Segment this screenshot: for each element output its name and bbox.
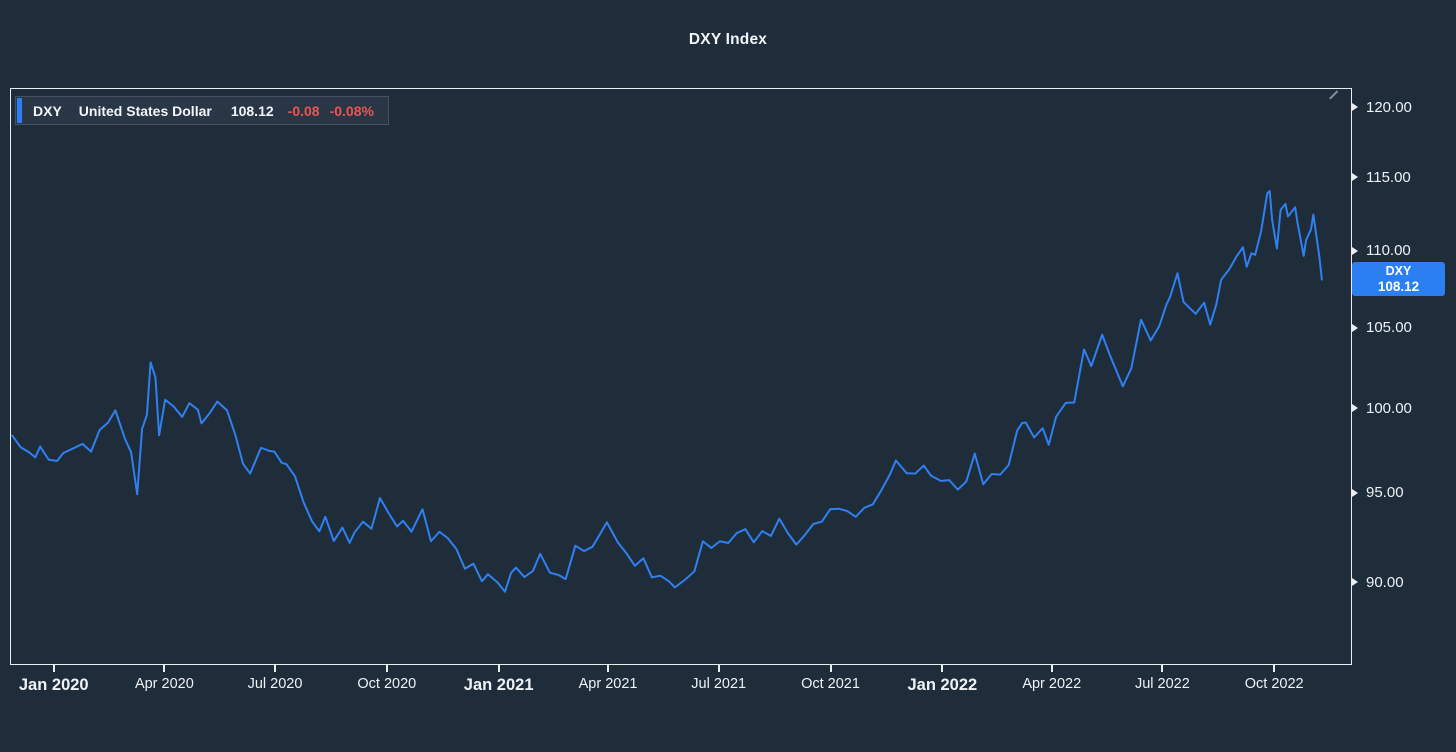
x-tick-mark (163, 665, 166, 672)
price-line-chart (11, 190, 1323, 593)
y-axis-label-text: 95.00 (1366, 484, 1404, 502)
y-axis-label: 90.00 (1352, 572, 1404, 592)
y-axis-label-text: 115.00 (1366, 168, 1411, 186)
y-axis-label: 95.00 (1352, 483, 1404, 503)
x-axis-label: Apr 2021 (578, 676, 638, 692)
x-axis-label: Jul 2020 (247, 676, 303, 692)
y-axis-label-text: 120.00 (1366, 98, 1412, 116)
x-tick-mark (607, 665, 610, 672)
x-axis-label: Jul 2021 (691, 676, 747, 692)
y-tick-arrow-icon (1352, 323, 1358, 332)
y-axis-label-text: 105.00 (1366, 319, 1412, 337)
x-axis-label: Jan 2021 (463, 676, 534, 694)
x-axis-label: Apr 2022 (1022, 676, 1082, 692)
y-axis-label: 105.00 (1352, 318, 1412, 338)
x-axis-label: Jan 2020 (18, 676, 89, 694)
y-axis-label: 120.00 (1352, 97, 1412, 117)
y-tick-arrow-icon (1352, 578, 1358, 587)
dxy-series-line (11, 190, 1323, 593)
y-axis-label-text: 110.00 (1366, 242, 1411, 260)
legend[interactable]: DXY United States Dollar 108.12 -0.08 -0… (15, 96, 389, 125)
x-axis-label: Oct 2021 (801, 676, 860, 692)
y-axis-label: 100.00 (1352, 398, 1412, 418)
x-tick-mark (273, 665, 276, 672)
y-tick-arrow-icon (1352, 173, 1358, 182)
legend-symbol: DXY (33, 102, 62, 119)
x-tick-mark (385, 665, 388, 672)
x-tick-mark (717, 665, 720, 672)
legend-change-percent: -0.08% (329, 102, 374, 119)
x-axis-label: Jan 2022 (907, 676, 978, 694)
y-tick-arrow-icon (1352, 246, 1358, 255)
x-tick-mark (1050, 665, 1053, 672)
y-axis-label-text: 100.00 (1366, 399, 1412, 417)
x-tick-mark (941, 665, 944, 672)
badge-symbol: DXY (1385, 263, 1412, 278)
y-tick-arrow-icon (1352, 488, 1358, 497)
legend-last-price: 108.12 (230, 102, 274, 119)
y-axis-label: 110.00 (1352, 241, 1411, 261)
x-tick-mark (52, 665, 55, 672)
badge-price: 108.12 (1377, 278, 1420, 294)
y-axis-label-text: 90.00 (1366, 573, 1404, 591)
x-axis-label: Jul 2022 (1134, 676, 1190, 692)
x-tick-mark (1161, 665, 1164, 672)
last-price-badge: DXY 108.12 (1352, 262, 1445, 297)
y-tick-arrow-icon (1352, 103, 1358, 112)
y-tick-arrow-icon (1352, 404, 1358, 413)
y-axis-label: 115.00 (1352, 167, 1411, 187)
x-tick-mark (829, 665, 832, 672)
chart-title: DXY Index (688, 31, 768, 48)
x-axis-label: Oct 2022 (1244, 676, 1304, 692)
plot-area[interactable]: DXY United States Dollar 108.12 -0.08 -0… (10, 88, 1352, 665)
x-tick-mark (497, 665, 500, 672)
x-axis-label: Apr 2020 (134, 676, 194, 692)
x-axis-label: Oct 2020 (357, 676, 417, 692)
legend-accent-bar (17, 98, 22, 123)
legend-change: -0.08 (287, 102, 320, 119)
x-tick-mark (1273, 665, 1276, 672)
legend-instrument-name: United States Dollar (78, 102, 212, 119)
